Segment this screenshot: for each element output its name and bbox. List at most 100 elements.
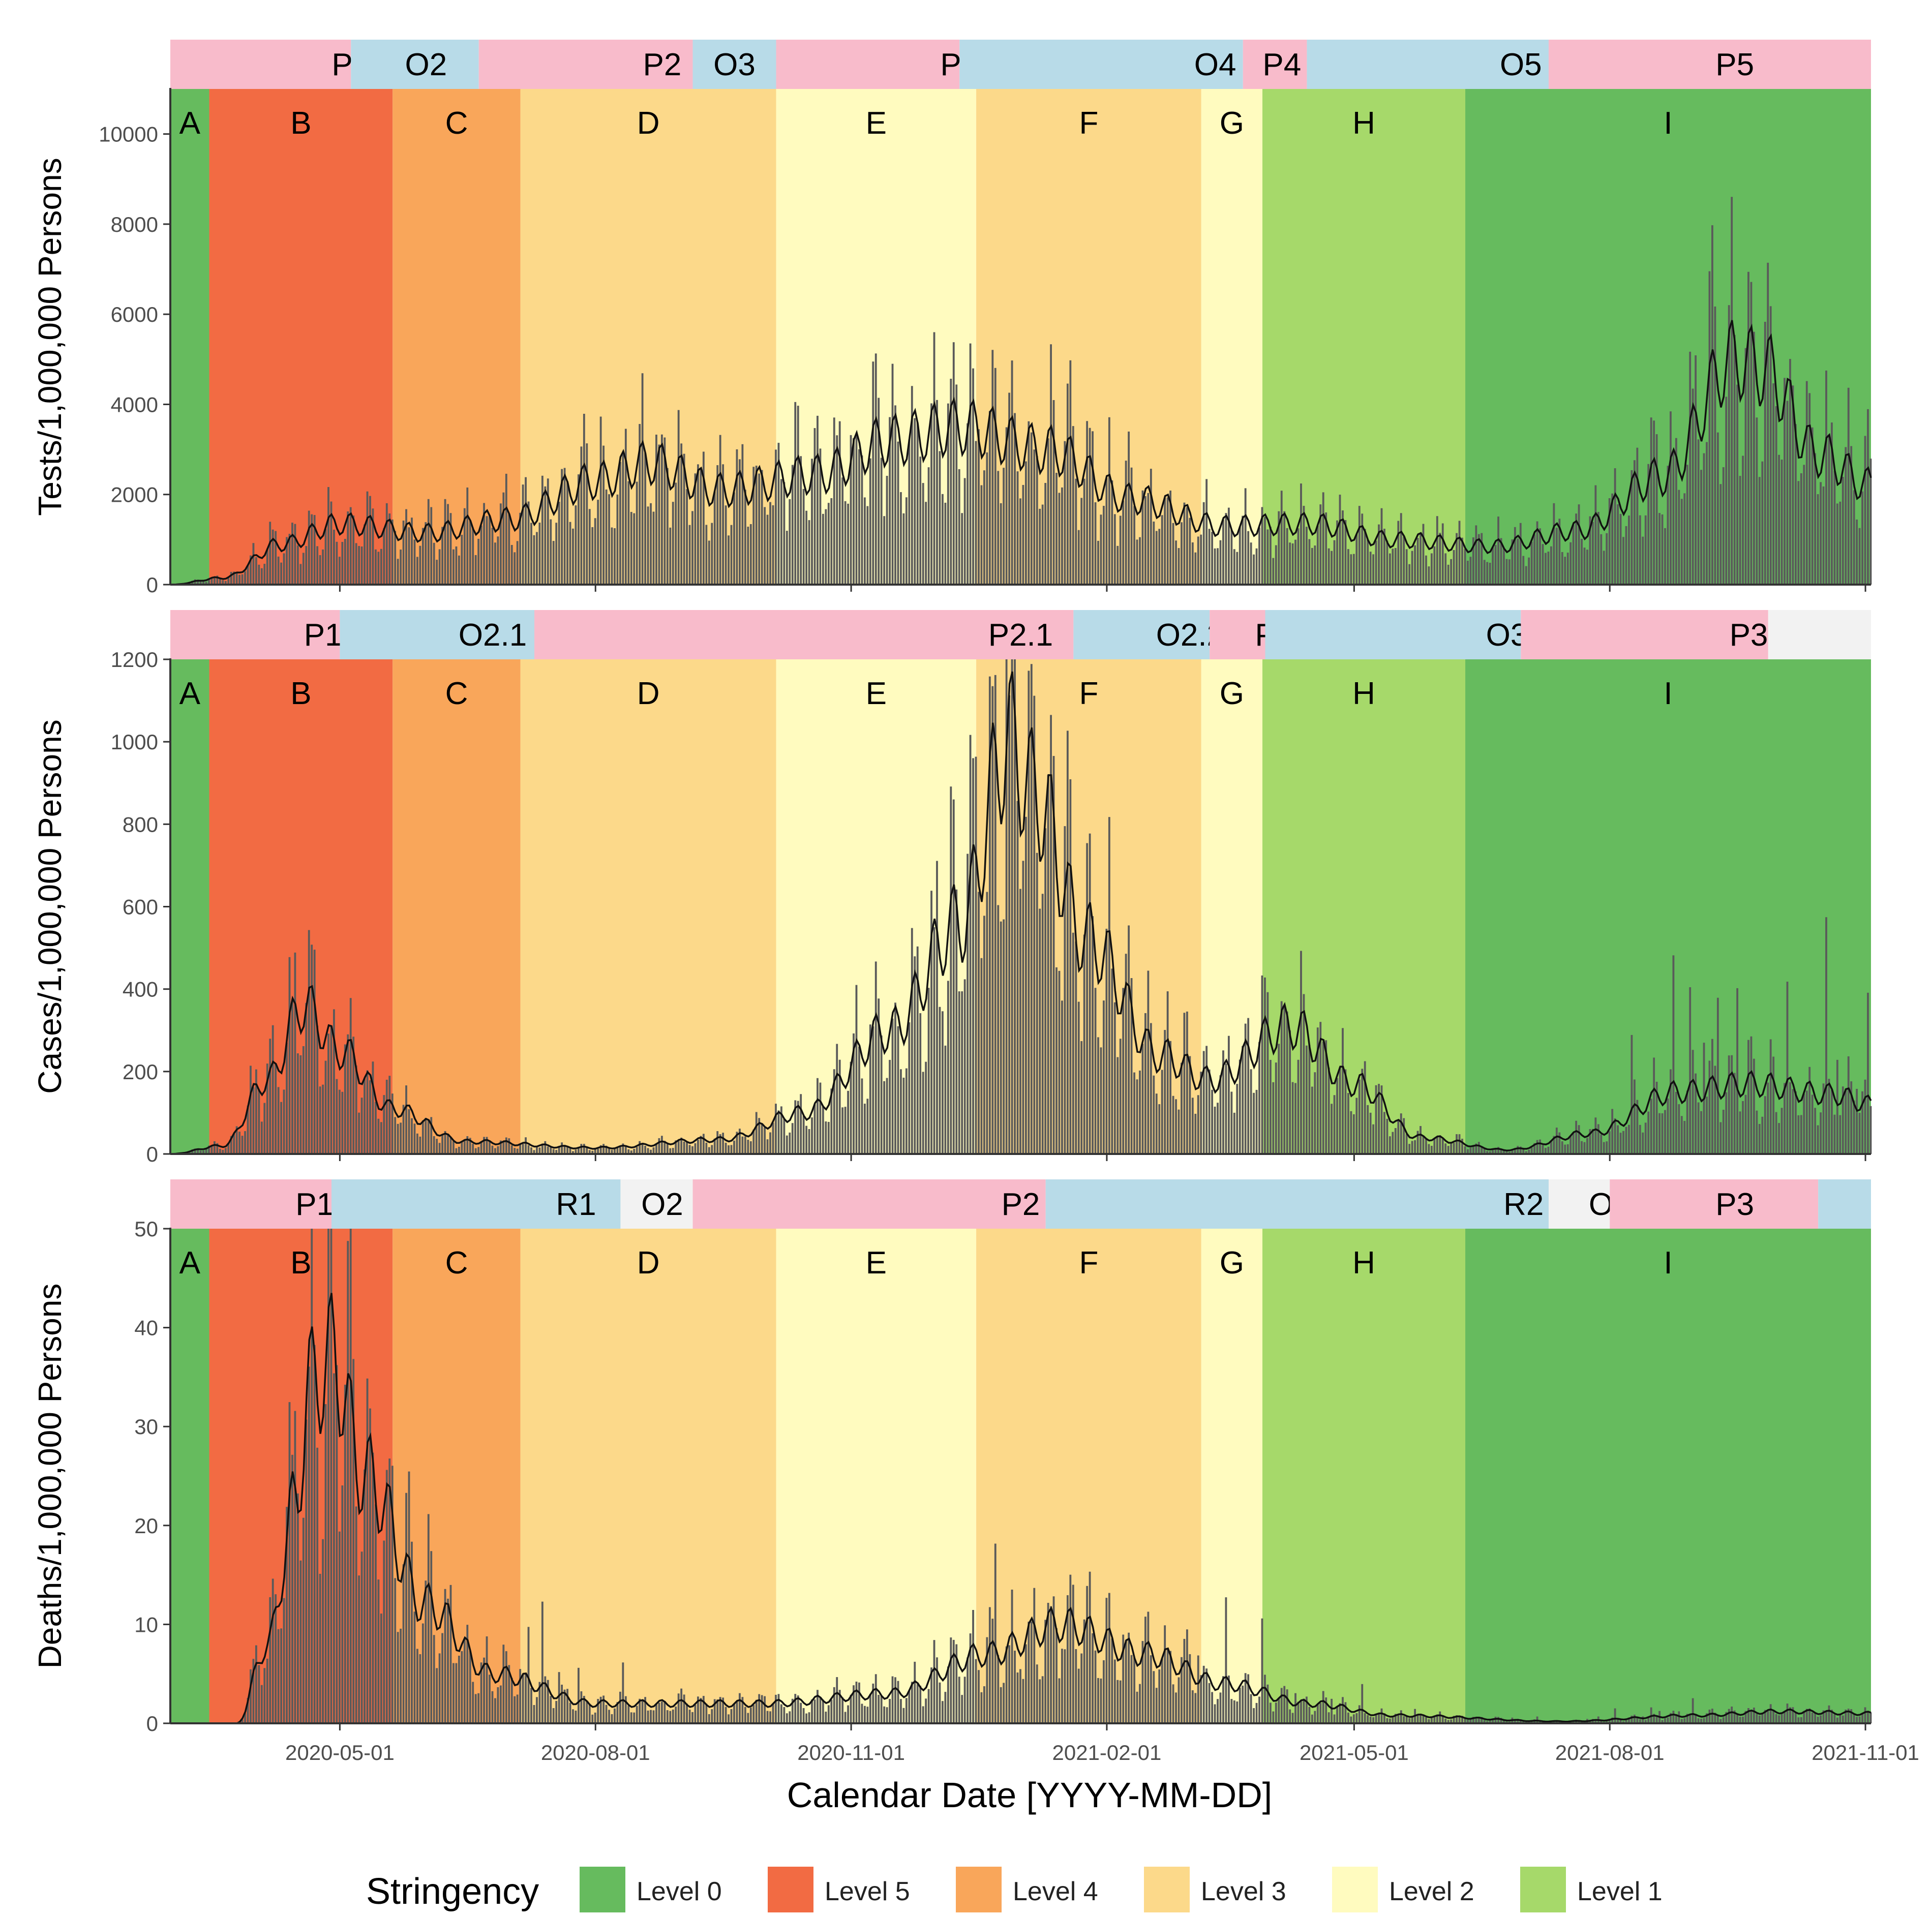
daily-bar (1342, 1028, 1344, 1154)
daily-bar (1461, 1139, 1463, 1154)
daily-bar (319, 1573, 321, 1723)
daily-bar (749, 1141, 752, 1154)
daily-bar (797, 1101, 799, 1154)
daily-bar (1600, 1134, 1603, 1154)
daily-bar (405, 1493, 407, 1723)
daily-bar (505, 1651, 507, 1723)
daily-bar (1022, 1679, 1024, 1723)
daily-bar (1591, 1129, 1594, 1154)
daily-bar (1608, 1719, 1611, 1723)
daily-bar (825, 509, 827, 585)
daily-bar (1344, 520, 1347, 585)
daily-bar (858, 1682, 860, 1723)
daily-bar (291, 1454, 293, 1723)
daily-bar (1269, 1702, 1272, 1723)
daily-bar (791, 1698, 794, 1723)
daily-bar (1469, 557, 1472, 585)
daily-bar (1069, 1574, 1072, 1723)
daily-bar (1303, 994, 1305, 1154)
daily-bar (772, 505, 774, 585)
daily-bar (1464, 1718, 1466, 1723)
daily-bar (1016, 471, 1019, 585)
daily-bar (1000, 503, 1002, 585)
daily-bar (1658, 513, 1661, 585)
daily-bar (1697, 1718, 1700, 1723)
daily-bar (1536, 521, 1538, 585)
daily-bar (449, 1585, 452, 1723)
daily-bar (1311, 1086, 1313, 1154)
daily-bar (950, 786, 952, 1154)
daily-bar (655, 1144, 657, 1154)
daily-bar (1519, 1146, 1522, 1154)
legend-label-level-0: Level 0 (637, 1877, 722, 1906)
daily-bar (1522, 1149, 1525, 1154)
daily-bar (1591, 522, 1594, 585)
daily-bar (1761, 461, 1764, 585)
daily-bar (869, 1693, 871, 1723)
daily-bar (1233, 549, 1235, 585)
daily-bar (1833, 1714, 1836, 1723)
daily-bar (614, 1708, 616, 1723)
daily-bar (697, 1140, 699, 1154)
daily-bar (641, 373, 644, 585)
daily-bar (863, 497, 866, 585)
daily-bar (1822, 486, 1825, 585)
daily-bar (191, 1149, 194, 1154)
daily-bar (1845, 447, 1847, 585)
daily-bar (627, 1706, 630, 1723)
daily-bar (1361, 1684, 1364, 1723)
daily-bar (1708, 271, 1711, 585)
daily-bar (838, 1690, 841, 1723)
daily-bar (744, 1707, 746, 1723)
daily-bar (669, 527, 672, 585)
daily-bar (1316, 525, 1319, 585)
daily-bar (800, 1702, 802, 1723)
daily-bar (863, 1706, 866, 1723)
daily-bar (741, 444, 744, 585)
daily-bar (1166, 991, 1169, 1154)
daily-bar (447, 1134, 449, 1154)
daily-bar (702, 1134, 705, 1154)
daily-bar (444, 499, 446, 585)
daily-bar (639, 424, 641, 585)
daily-bar (817, 415, 819, 585)
y-axis-title: Cases/1,000,000 Persons (32, 719, 68, 1093)
daily-bar (1758, 477, 1761, 585)
region-c (393, 659, 521, 1154)
daily-bar (1586, 1138, 1588, 1154)
daily-bar (1792, 1707, 1794, 1723)
daily-bar (1092, 431, 1094, 585)
daily-bar (1075, 1649, 1077, 1723)
daily-bar (463, 508, 466, 585)
daily-bar (1747, 271, 1749, 585)
daily-bar (1450, 1143, 1453, 1154)
daily-bar (825, 1121, 827, 1154)
daily-bar (1394, 1714, 1397, 1723)
daily-bar (764, 1696, 766, 1723)
daily-bar (1178, 1109, 1180, 1154)
daily-bar (447, 504, 449, 585)
daily-bar (308, 930, 310, 1154)
daily-bar (688, 1710, 691, 1723)
region-a (170, 89, 209, 585)
daily-bar (705, 1703, 708, 1723)
daily-bar (1689, 1714, 1692, 1723)
daily-bar (1064, 826, 1066, 1154)
daily-bar (1425, 1139, 1427, 1154)
daily-bar (1147, 493, 1150, 585)
region-label-a: A (179, 676, 201, 711)
daily-bar (1850, 1081, 1853, 1154)
daily-bar (744, 490, 746, 585)
daily-bar (1205, 1046, 1208, 1154)
daily-bar (1492, 1719, 1494, 1723)
daily-bar (775, 449, 777, 585)
daily-bar (1289, 1030, 1291, 1154)
daily-bar (1594, 1719, 1597, 1723)
daily-bar (819, 1082, 822, 1154)
daily-bar (360, 546, 363, 585)
daily-bar (900, 1699, 902, 1723)
daily-bar (552, 541, 555, 585)
daily-bar (1680, 1116, 1683, 1154)
daily-bar (827, 503, 830, 585)
